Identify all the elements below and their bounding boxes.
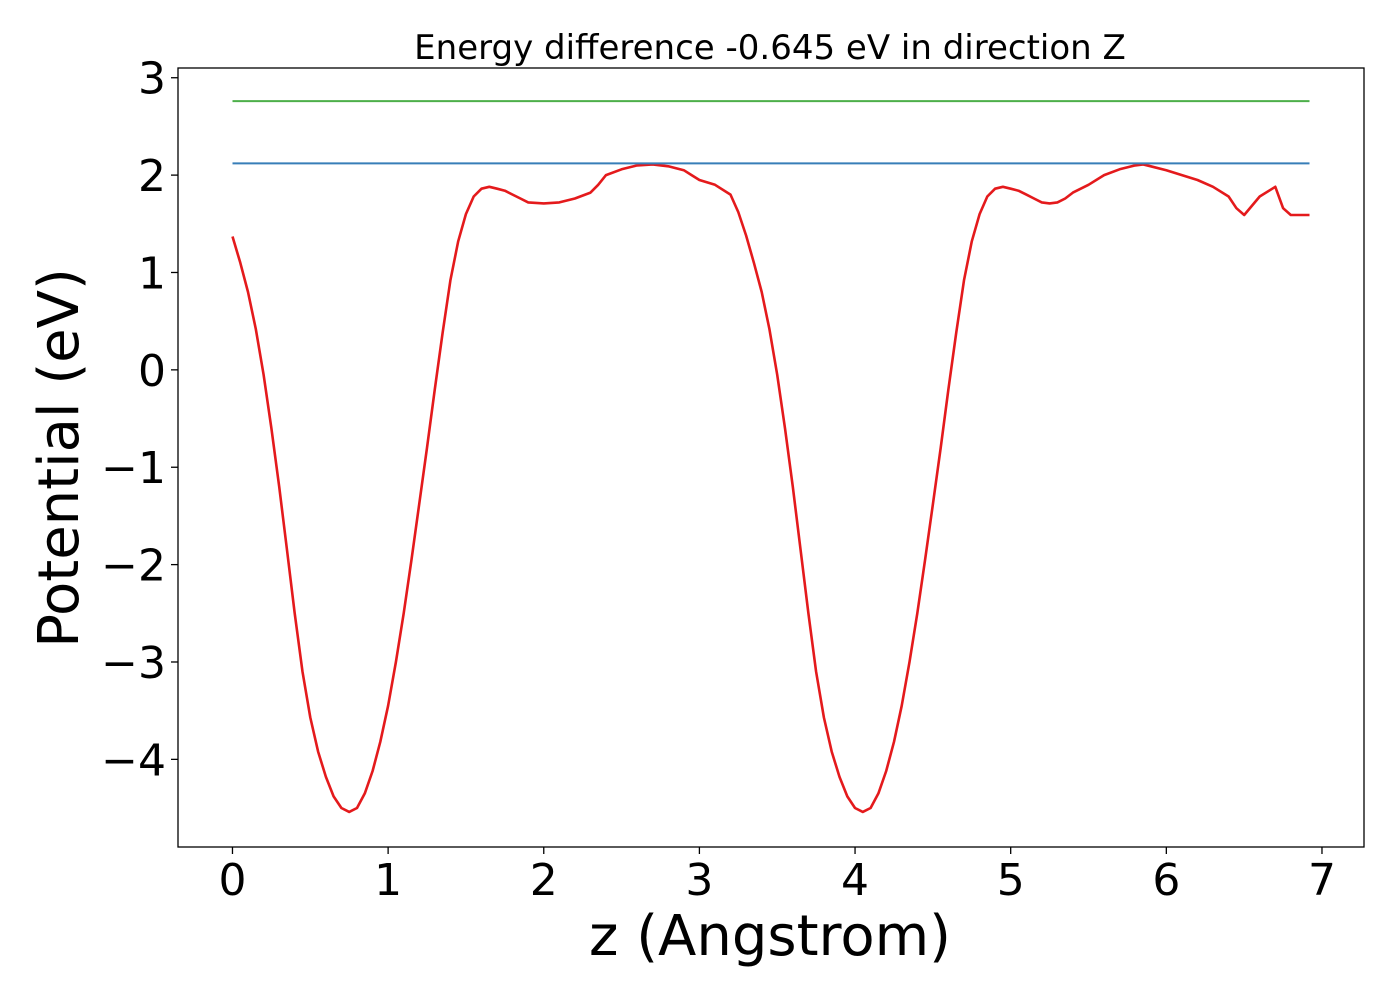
plot-area	[231, 100, 1310, 814]
x-tick-label: 7	[1308, 855, 1336, 906]
y-tick-label: 0	[138, 346, 166, 397]
x-tick-label: 4	[841, 855, 869, 906]
plot-frame	[177, 67, 1365, 848]
y-tick-label: −1	[101, 443, 166, 494]
x-tick-label: 2	[530, 855, 558, 906]
x-axis-ticks: 0 1 2 3 4 5 6 7	[218, 847, 1336, 906]
x-tick-label: 0	[218, 855, 246, 906]
x-axis-label: z (Angstrom)	[589, 904, 951, 969]
potential-curve	[231, 163, 1310, 814]
y-tick-label: −4	[101, 735, 166, 786]
y-axis-label: Potential (eV)	[27, 268, 92, 648]
chart-title: Energy difference -0.645 eV in direction…	[414, 28, 1126, 68]
y-tick-label: 3	[138, 54, 166, 105]
y-tick-label: 1	[138, 248, 166, 299]
y-axis-ticks: 3 2 1 0 −1 −2 −3 −4	[101, 54, 178, 786]
y-tick-label: −3	[101, 638, 166, 689]
y-tick-label: −2	[101, 541, 166, 592]
x-tick-label: 6	[1152, 855, 1180, 906]
x-tick-label: 3	[685, 855, 713, 906]
x-tick-label: 1	[374, 855, 402, 906]
y-tick-label: 2	[138, 151, 166, 202]
x-tick-label: 5	[997, 855, 1025, 906]
